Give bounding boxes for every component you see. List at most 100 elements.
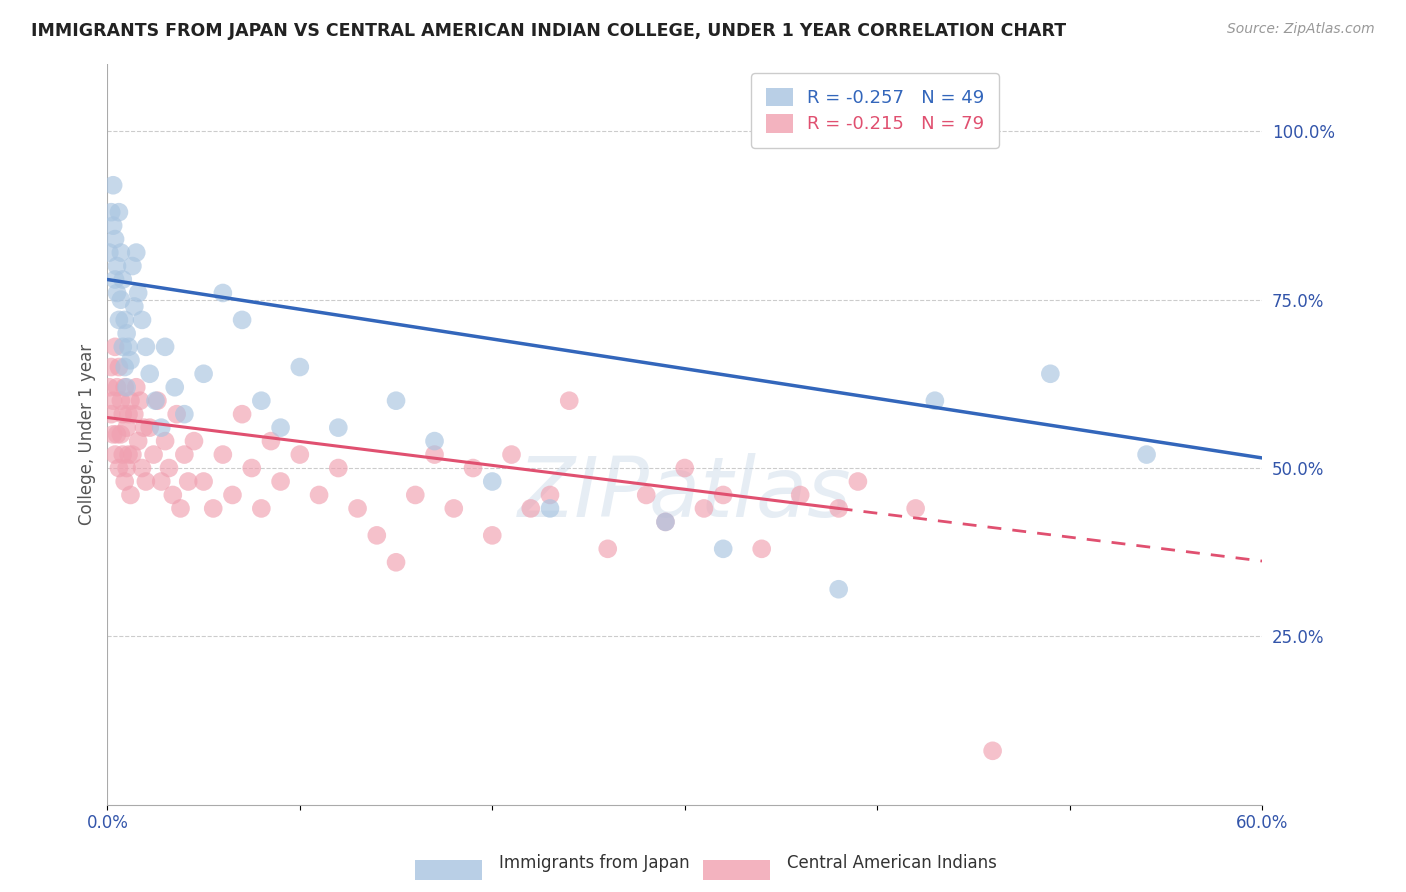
Point <box>98 380 121 394</box>
Point <box>385 555 408 569</box>
Point <box>115 420 138 434</box>
Point <box>131 313 153 327</box>
Point <box>125 380 148 394</box>
Point <box>132 420 155 434</box>
Point <box>117 340 139 354</box>
Point <box>328 420 350 434</box>
Point <box>385 393 408 408</box>
Point <box>221 488 243 502</box>
Point <box>1135 448 1157 462</box>
Point <box>135 475 157 489</box>
Point <box>924 393 946 408</box>
Point <box>110 427 132 442</box>
Point <box>114 475 136 489</box>
Point <box>121 259 143 273</box>
Point <box>751 541 773 556</box>
Point <box>177 475 200 489</box>
Y-axis label: College, Under 1 year: College, Under 1 year <box>79 343 96 524</box>
Point <box>127 285 149 300</box>
Point <box>120 488 142 502</box>
Point <box>104 232 127 246</box>
Point <box>104 448 127 462</box>
Point <box>100 407 122 421</box>
Point <box>101 219 124 233</box>
Point <box>328 461 350 475</box>
Point <box>110 293 132 307</box>
Point <box>250 393 273 408</box>
Point <box>270 475 292 489</box>
Point <box>519 501 541 516</box>
Point <box>124 300 146 314</box>
Point <box>138 367 160 381</box>
Point <box>711 488 734 502</box>
Point <box>270 420 292 434</box>
Legend: R = -0.257   N = 49, R = -0.215   N = 79: R = -0.257 N = 49, R = -0.215 N = 79 <box>751 73 1000 148</box>
Point <box>162 488 184 502</box>
Point <box>827 501 849 516</box>
Point <box>131 461 153 475</box>
Point <box>538 488 561 502</box>
Point <box>104 272 127 286</box>
Point <box>231 313 253 327</box>
Point <box>558 393 581 408</box>
Point <box>114 380 136 394</box>
Point <box>163 380 186 394</box>
Point <box>404 488 426 502</box>
Point <box>150 475 173 489</box>
Point <box>211 285 233 300</box>
Point <box>138 420 160 434</box>
Point <box>654 515 676 529</box>
Point <box>108 461 131 475</box>
Point <box>904 501 927 516</box>
Point <box>481 475 503 489</box>
Point <box>104 340 127 354</box>
Point <box>115 326 138 341</box>
Point <box>124 407 146 421</box>
Point <box>105 427 128 442</box>
Point <box>250 501 273 516</box>
Point <box>193 367 215 381</box>
Point <box>153 434 176 449</box>
Point <box>288 359 311 374</box>
Point <box>789 488 811 502</box>
Point <box>346 501 368 516</box>
Point <box>120 393 142 408</box>
Point <box>100 359 122 374</box>
Point <box>114 313 136 327</box>
Point <box>105 285 128 300</box>
Point <box>260 434 283 449</box>
Point <box>127 434 149 449</box>
Point <box>211 448 233 462</box>
Text: ZIPatlas: ZIPatlas <box>517 453 852 534</box>
Point <box>101 427 124 442</box>
Text: Immigrants from Japan: Immigrants from Japan <box>499 855 690 872</box>
Point <box>129 393 152 408</box>
Point <box>423 448 446 462</box>
Point <box>98 245 121 260</box>
Point <box>288 448 311 462</box>
Text: Central American Indians: Central American Indians <box>787 855 997 872</box>
Point <box>1039 367 1062 381</box>
Point <box>827 582 849 597</box>
Point <box>173 448 195 462</box>
Point <box>108 313 131 327</box>
Point <box>501 448 523 462</box>
Point <box>173 407 195 421</box>
Point <box>111 340 134 354</box>
Point <box>117 407 139 421</box>
Point <box>105 380 128 394</box>
Point <box>443 501 465 516</box>
Point <box>596 541 619 556</box>
Text: IMMIGRANTS FROM JAPAN VS CENTRAL AMERICAN INDIAN COLLEGE, UNDER 1 YEAR CORRELATI: IMMIGRANTS FROM JAPAN VS CENTRAL AMERICA… <box>31 22 1066 40</box>
Point <box>153 340 176 354</box>
Point <box>117 448 139 462</box>
Point <box>193 475 215 489</box>
Point <box>115 461 138 475</box>
Point <box>125 245 148 260</box>
Point <box>693 501 716 516</box>
Point <box>121 448 143 462</box>
Point <box>150 420 173 434</box>
Text: Source: ZipAtlas.com: Source: ZipAtlas.com <box>1227 22 1375 37</box>
Point <box>166 407 188 421</box>
Point <box>169 501 191 516</box>
